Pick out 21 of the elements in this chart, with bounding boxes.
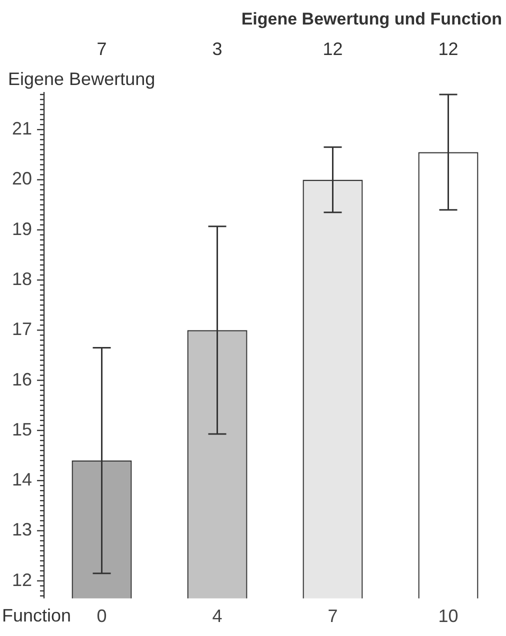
y-tick-label: 20: [12, 168, 32, 189]
x-tick-label: 4: [212, 606, 222, 626]
y-axis-title: Eigene Bewertung: [8, 68, 156, 89]
text: 7: [96, 38, 107, 59]
y-tick-label: 12: [12, 570, 32, 590]
y-tick-label: 19: [12, 218, 32, 239]
x-axis-title: Function: [2, 605, 72, 626]
text: 12: [438, 38, 458, 59]
y-tick-label: 16: [12, 369, 32, 390]
x-tick-label: 10: [438, 606, 458, 626]
y-tick-label: 15: [12, 419, 32, 440]
text: 12: [322, 38, 343, 59]
y-tick-label: 18: [12, 268, 32, 289]
y-tick-label: 13: [12, 520, 32, 540]
y-tick-label: 17: [12, 319, 32, 340]
y-tick-label: 21: [12, 118, 32, 139]
x-tick-label: 7: [328, 606, 338, 626]
text: 3: [212, 38, 222, 59]
x-tick-label: 0: [96, 606, 107, 626]
chart-title: Eigene Bewertung und Function: [241, 10, 502, 29]
y-tick-label: 14: [12, 470, 32, 490]
